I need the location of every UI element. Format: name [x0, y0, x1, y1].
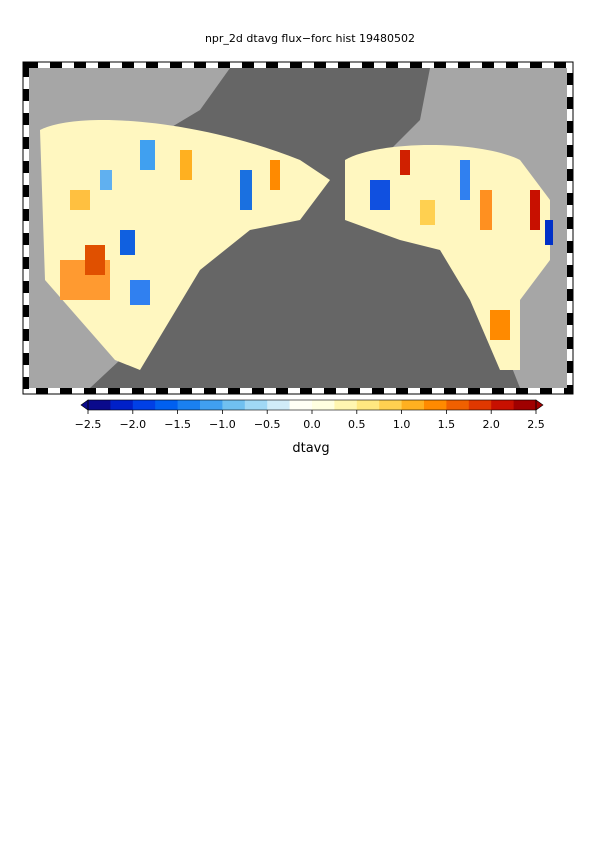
map-border [23, 62, 573, 394]
colorbar-segment [401, 400, 425, 410]
colorbar: −2.5 −2.0 −1.5 −1.0 −0.5 0.0 0.5 1.0 1.5 2.0 2.5 [75, 399, 545, 431]
colorbar-tick-label: 2.5 [527, 418, 545, 431]
colorbar-tick-label: 1.5 [438, 418, 456, 431]
colorbar-segment [289, 400, 313, 410]
title: npr_2d dtavg flux−forc hist 19480502 [205, 32, 415, 45]
colorbar-segment [334, 400, 358, 410]
colorbar-tick-label: 0.0 [303, 418, 321, 431]
colorbar-segment [132, 400, 156, 410]
colorbar-segment [110, 400, 134, 410]
colorbar-tick-label: −1.0 [209, 418, 236, 431]
colorbar-segment [267, 400, 291, 410]
colorbar-segment [446, 400, 470, 410]
colorbar-tick-label: −2.5 [75, 418, 102, 431]
colorbar-segment [491, 400, 515, 410]
colorbar-label: dtavg [292, 441, 329, 456]
colorbar-arrow [80, 399, 89, 411]
colorbar-tick-label: 2.0 [482, 418, 500, 431]
colorbar-tick-label: 1.0 [393, 418, 411, 431]
colorbar-segment [513, 400, 537, 410]
colorbar-tick-label: −1.5 [164, 418, 191, 431]
colorbar-segment [468, 400, 492, 410]
colorbar-segment [200, 400, 223, 410]
colorbar-segment [379, 400, 403, 410]
colorbar-segment [177, 400, 201, 410]
colorbar-segment [356, 400, 380, 410]
colorbar-segment [88, 400, 111, 410]
field-asia [40, 120, 330, 370]
field-cells [60, 140, 553, 340]
colorbar-arrow [535, 399, 544, 411]
colorbar-tick-label: −2.0 [119, 418, 146, 431]
colorbar-tick-label: 0.5 [348, 418, 366, 431]
colorbar-segment [244, 400, 268, 410]
colorbar-segment [222, 400, 246, 410]
colorbar-segment [155, 400, 179, 410]
colorbar-tick-label: −0.5 [254, 418, 281, 431]
colorbar-segment [312, 400, 335, 410]
colorbar-segment [424, 400, 447, 410]
map [22, 61, 574, 395]
